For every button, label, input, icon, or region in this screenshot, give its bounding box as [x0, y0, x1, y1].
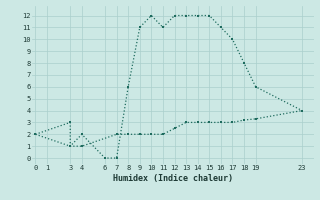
- X-axis label: Humidex (Indice chaleur): Humidex (Indice chaleur): [113, 174, 233, 183]
